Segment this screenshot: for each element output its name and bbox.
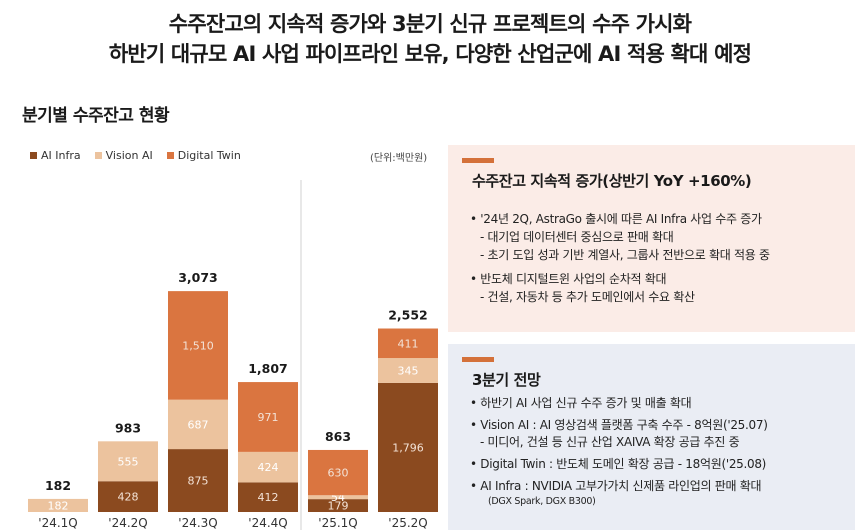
category-label: '24.2Q	[108, 516, 147, 530]
panel-q3-outlook: 3분기 전망 • 하반기 AI 사업 신규 수주 증가 및 매출 확대 • Vi…	[448, 344, 855, 530]
bar-segment	[378, 358, 438, 383]
bar-segment	[308, 499, 368, 512]
data-label: 412	[258, 491, 279, 504]
bar-segment	[28, 498, 88, 512]
accent-bar	[462, 158, 494, 163]
category-label: '25.1Q	[318, 516, 357, 530]
bar-segment	[238, 482, 298, 512]
bar-segment	[168, 449, 228, 512]
panel-heading: 수주잔고 지속적 증가(상반기 YoY +160%)	[472, 172, 752, 190]
total-label: 3,073	[178, 270, 218, 285]
legend-swatch-vision-ai	[94, 152, 102, 159]
panel-body: • 하반기 AI 사업 신규 수주 증가 및 매출 확대 • Vision AI…	[470, 395, 847, 508]
panel-backlog-growth: 수주잔고 지속적 증가(상반기 YoY +160%) • '24년 2Q, As…	[448, 145, 855, 332]
legend-item-digital-twin: Digital Twin	[166, 149, 241, 162]
data-label: 182	[48, 499, 69, 512]
bullet-item: • 반도체 디지털트윈 사업의 순차적 확대 - 건설, 자동차 등 추가 도메…	[470, 270, 847, 306]
bullet-text: • Digital Twin : 반도체 도메인 확장 공급 - 18억원('2…	[470, 457, 767, 471]
bar-segment	[378, 382, 438, 512]
data-label: 179	[328, 500, 349, 513]
data-label: 345	[398, 364, 419, 377]
sub-bullet-text: - 미디어, 건설 등 신규 산업 XAIVA 확장 공급 추진 중	[480, 435, 740, 449]
data-label: 630	[328, 467, 349, 480]
title-line-2: 하반기 대규모 AI 사업 파이프라인 보유, 다양한 산업군에 AI 적용 확…	[108, 42, 752, 66]
accent-bar	[462, 357, 494, 362]
sub-bullet-text: - 건설, 자동차 등 추가 도메인에서 수요 확산	[480, 290, 695, 304]
category-label: '24.4Q	[248, 516, 287, 530]
bullet-item: • Vision AI : AI 영상검색 플랫폼 구축 수주 - 8억원('2…	[470, 417, 847, 451]
legend-label-digital-twin: Digital Twin	[177, 149, 241, 162]
bar-segment	[308, 449, 368, 496]
stacked-bar-chart: 182 182 '24.1Q 428 555 983 '24.2Q 875 687 1,510 3,…	[28, 180, 438, 530]
bar-segment	[238, 382, 298, 452]
bar-segment	[98, 481, 158, 512]
bullet-text: • 반도체 디지털트윈 사업의 순차적 확대	[470, 272, 667, 286]
data-label: 424	[258, 461, 279, 474]
unit-label: (단위:백만원)	[370, 153, 428, 164]
legend-label-ai-infra: AI Infra	[41, 149, 81, 162]
total-label: 2,552	[388, 308, 428, 323]
section-title: 분기별 수주잔고 현황	[22, 106, 170, 126]
data-label: 875	[188, 475, 209, 488]
bullet-text: • AI Infra : NVIDIA 고부가가치 신제품 라인업의 판매 확대	[470, 479, 762, 493]
bullet-item: • '24년 2Q, AstraGo 출시에 따른 AI Infra 사업 수주…	[470, 210, 847, 264]
legend-swatch-digital-twin	[166, 152, 174, 159]
sub-bullet-text: - 초기 도입 성과 기반 계열사, 그룹사 전반으로 확대 적용 중	[480, 248, 770, 262]
data-label: 428	[118, 491, 139, 504]
bullet-text: • '24년 2Q, AstraGo 출시에 따른 AI Infra 사업 수주…	[470, 212, 762, 226]
category-label: '24.3Q	[178, 516, 217, 530]
legend-label-vision-ai: Vision AI	[105, 149, 153, 162]
panel-body: • '24년 2Q, AstraGo 출시에 따른 AI Infra 사업 수주…	[470, 210, 847, 306]
legend-swatch-ai-infra	[30, 152, 37, 159]
data-label: 555	[118, 455, 139, 468]
data-label: 411	[398, 337, 419, 350]
panel-heading: 3분기 전망	[472, 371, 541, 389]
data-label: 1,796	[392, 441, 424, 454]
bar-segment	[168, 399, 228, 450]
bullet-text: • 하반기 AI 사업 신규 수주 증가 및 매출 확대	[470, 396, 692, 410]
data-label: 971	[258, 411, 279, 424]
data-label: 1,510	[182, 339, 214, 352]
total-label: 983	[115, 420, 141, 435]
bullet-text: • Vision AI : AI 영상검색 플랫폼 구축 수주 - 8억원('2…	[470, 418, 768, 432]
sub-bullet-text: - 대기업 데이터센터 중심으로 판매 확대	[480, 230, 674, 244]
total-label: 863	[325, 429, 351, 444]
bar-segment	[308, 495, 368, 500]
total-label: 1,807	[248, 361, 288, 376]
bar-segment	[238, 451, 298, 483]
bar-segment	[168, 291, 228, 400]
data-label: 687	[188, 418, 209, 431]
category-label: '24.1Q	[38, 516, 77, 530]
bar-segment	[98, 441, 158, 482]
chart-legend: AI Infra Vision AI Digital Twin	[30, 149, 241, 162]
title-line-1: 수주잔고의 지속적 증가와 3분기 신규 프로젝트의 수주 가시화	[168, 12, 692, 36]
bullet-item: • AI Infra : NVIDIA 고부가가치 신제품 라인업의 판매 확대…	[470, 478, 847, 508]
bar-segment	[378, 328, 438, 359]
legend-item-ai-infra: AI Infra	[30, 149, 81, 162]
total-label: 182	[45, 478, 71, 493]
category-label: '25.2Q	[388, 516, 427, 530]
legend-item-vision-ai: Vision AI	[94, 149, 153, 162]
note-text: (DGX Spark, DGX B300)	[488, 496, 596, 507]
